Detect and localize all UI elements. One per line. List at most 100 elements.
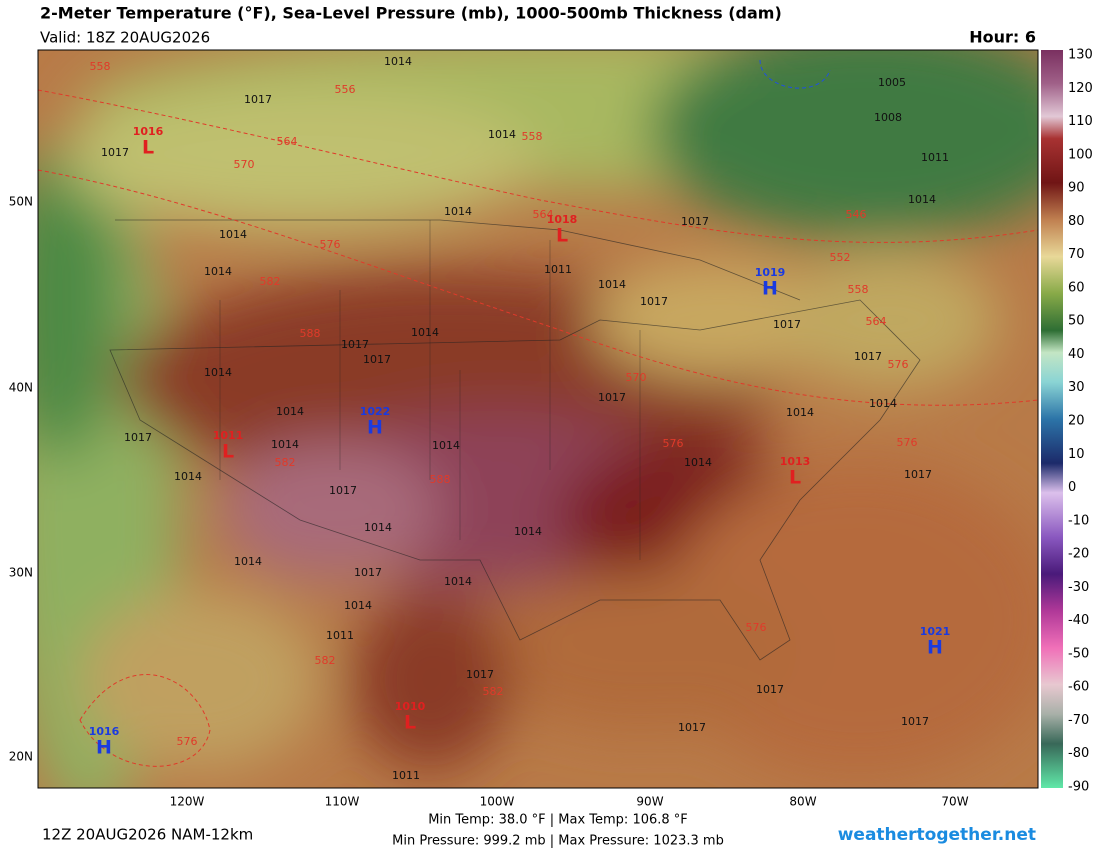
longitude-label: 80W bbox=[789, 795, 816, 809]
brand-link[interactable]: weathertogether.net bbox=[838, 825, 1036, 845]
thickness-label: 558 bbox=[90, 60, 111, 73]
longitude-label: 70W bbox=[941, 795, 968, 809]
isobar-label: 1017 bbox=[341, 338, 369, 351]
isobar-label: 1017 bbox=[101, 146, 129, 159]
isobar-label: 1014 bbox=[869, 397, 897, 410]
thickness-label: 570 bbox=[626, 371, 647, 384]
map-frame bbox=[37, 49, 1039, 789]
isobar-label: 1017 bbox=[124, 431, 152, 444]
longitude-label: 90W bbox=[636, 795, 663, 809]
isobar-label: 1017 bbox=[678, 721, 706, 734]
isobar-label: 1014 bbox=[684, 456, 712, 469]
center-pressure: 1022 bbox=[360, 405, 391, 418]
thickness-label: 582 bbox=[275, 456, 296, 469]
isobar-label: 1014 bbox=[219, 228, 247, 241]
thickness-label: 588 bbox=[430, 473, 451, 486]
center-letter: H bbox=[367, 417, 383, 439]
isobar-label: 1017 bbox=[244, 93, 272, 106]
thickness-label: 564 bbox=[533, 208, 554, 221]
isobar-label: 1014 bbox=[271, 438, 299, 451]
isobar-label: 1014 bbox=[488, 128, 516, 141]
thickness-label: 576 bbox=[177, 735, 198, 748]
thickness-label: 558 bbox=[848, 283, 869, 296]
thickness-label: 576 bbox=[320, 238, 341, 251]
isobar-label: 1014 bbox=[384, 55, 412, 68]
center-pressure: 1016 bbox=[133, 125, 164, 138]
colorbar-tick-label: -60 bbox=[1068, 680, 1089, 695]
thickness-label: 556 bbox=[335, 83, 356, 96]
isobar-label: 1014 bbox=[204, 265, 232, 278]
isobar-label: 1011 bbox=[392, 769, 420, 782]
isobar-label: 1017 bbox=[354, 566, 382, 579]
colorbar bbox=[1041, 50, 1063, 788]
colorbar-tick-label: 50 bbox=[1068, 314, 1085, 329]
isobar-label: 1017 bbox=[756, 683, 784, 696]
isobar-label: 1014 bbox=[444, 575, 472, 588]
center-letter: H bbox=[762, 278, 778, 300]
isobar-label: 1014 bbox=[908, 193, 936, 206]
center-pressure: 1013 bbox=[780, 455, 811, 468]
center-pressure: 1011 bbox=[213, 429, 244, 442]
center-letter: L bbox=[789, 467, 801, 489]
isobar-label: 1005 bbox=[878, 76, 906, 89]
latitude-label: 50N bbox=[9, 195, 33, 209]
isobar-label: 1014 bbox=[276, 405, 304, 418]
thickness-label: 558 bbox=[522, 130, 543, 143]
center-letter: L bbox=[142, 137, 154, 159]
thickness-label: 582 bbox=[315, 654, 336, 667]
latitude-label: 20N bbox=[9, 750, 33, 764]
colorbar-tick-label: 110 bbox=[1068, 114, 1093, 129]
colorbar-tick-label: -70 bbox=[1068, 713, 1089, 728]
isobar-label: 1017 bbox=[901, 715, 929, 728]
center-pressure: 1016 bbox=[89, 725, 120, 738]
center-letter: L bbox=[556, 225, 568, 247]
colorbar-tick-label: 10 bbox=[1068, 447, 1085, 462]
thickness-label: 576 bbox=[746, 621, 767, 634]
isobar-label: 1017 bbox=[598, 391, 626, 404]
colorbar-tick-label: -40 bbox=[1068, 613, 1089, 628]
isobar-label: 1014 bbox=[598, 278, 626, 291]
isobar-label: 1014 bbox=[344, 599, 372, 612]
isobar-label: 1017 bbox=[904, 468, 932, 481]
isobar-label: 1017 bbox=[363, 353, 391, 366]
thickness-label: 552 bbox=[830, 251, 851, 264]
thickness-label: 582 bbox=[483, 685, 504, 698]
longitude-label: 110W bbox=[325, 795, 360, 809]
isobar-label: 1014 bbox=[364, 521, 392, 534]
center-letter: H bbox=[96, 737, 112, 759]
center-pressure: 1010 bbox=[395, 700, 426, 713]
isobar-label: 1017 bbox=[854, 350, 882, 363]
colorbar-tick-label: -90 bbox=[1068, 780, 1089, 795]
isobar-label: 1014 bbox=[204, 366, 232, 379]
colorbar-tick-label: -50 bbox=[1068, 646, 1089, 661]
isobar-label: 1011 bbox=[921, 151, 949, 164]
isobar-label: 1014 bbox=[411, 326, 439, 339]
colorbar-tick-label: -30 bbox=[1068, 580, 1089, 595]
thickness-label: 576 bbox=[897, 436, 918, 449]
colorbar-tick-label: 30 bbox=[1068, 380, 1085, 395]
map-title: 2-Meter Temperature (°F), Sea-Level Pres… bbox=[40, 4, 782, 23]
colorbar-tick-label: -80 bbox=[1068, 746, 1089, 761]
isobar-label: 1014 bbox=[234, 555, 262, 568]
center-letter: L bbox=[404, 712, 416, 734]
isobar-label: 1014 bbox=[786, 406, 814, 419]
colorbar-tick-label: -20 bbox=[1068, 547, 1089, 562]
thickness-label: 564 bbox=[277, 135, 298, 148]
isobar-label: 1017 bbox=[773, 318, 801, 331]
valid-time: Valid: 18Z 20AUG2026 bbox=[40, 29, 210, 47]
isobar-label: 1014 bbox=[444, 205, 472, 218]
colorbar-tick-label: 120 bbox=[1068, 81, 1093, 96]
center-pressure: 1021 bbox=[920, 625, 951, 638]
longitude-label: 120W bbox=[170, 795, 205, 809]
thickness-label: 564 bbox=[866, 315, 887, 328]
thickness-label: 570 bbox=[234, 158, 255, 171]
model-run: 12Z 20AUG2026 NAM-12km bbox=[42, 826, 253, 844]
isobar-label: 1017 bbox=[329, 484, 357, 497]
colorbar-tick-label: 90 bbox=[1068, 181, 1085, 196]
isobar-label: 1011 bbox=[544, 263, 572, 276]
isobar-label: 1014 bbox=[174, 470, 202, 483]
colorbar-tick-label: 60 bbox=[1068, 280, 1085, 295]
colorbar-tick-label: 20 bbox=[1068, 414, 1085, 429]
latitude-label: 40N bbox=[9, 381, 33, 395]
